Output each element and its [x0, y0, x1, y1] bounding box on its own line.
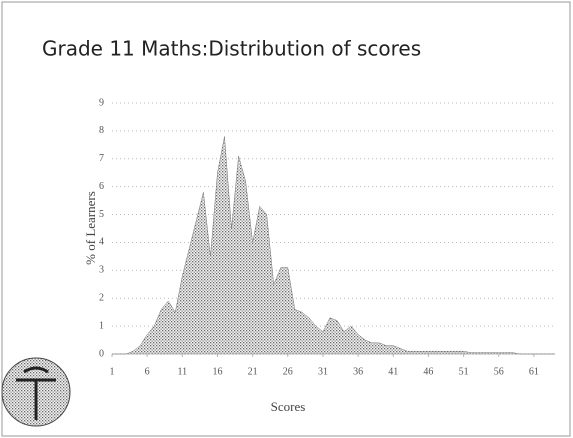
- x-tick-label: 51: [459, 366, 469, 377]
- x-tick-label: 31: [318, 366, 328, 377]
- x-tick-label: 36: [353, 366, 363, 377]
- x-tick-label: 21: [248, 366, 258, 377]
- chart-title: Grade 11 Maths:Distribution of scores: [42, 37, 421, 61]
- x-tick-label: 16: [212, 366, 222, 377]
- x-tick-label: 11: [177, 366, 187, 377]
- logo: [1, 357, 71, 427]
- y-tick-label: 1: [99, 320, 104, 331]
- y-tick-label: 9: [99, 97, 104, 108]
- y-tick-label: 4: [99, 237, 104, 248]
- y-tick-label: 8: [99, 125, 104, 136]
- y-tick-label: 5: [99, 209, 104, 220]
- x-tick-label: 41: [388, 366, 398, 377]
- y-tick-label: 3: [99, 265, 104, 276]
- area: [112, 136, 555, 355]
- y-tick-label: 7: [99, 153, 104, 164]
- y-tick-label: 6: [99, 181, 104, 192]
- x-axis-title: Scores: [271, 399, 306, 414]
- x-tick-label: 26: [283, 366, 293, 377]
- x-tick-label: 61: [529, 366, 539, 377]
- y-tick-label: 0: [99, 348, 104, 359]
- x-tick-label: 1: [110, 366, 115, 377]
- x-tick-label: 46: [423, 366, 433, 377]
- x-tick-label: 56: [494, 366, 504, 377]
- x-tick-label: 6: [145, 366, 150, 377]
- y-tick-label: 2: [99, 293, 104, 304]
- y-axis-title: % of Learners: [83, 191, 98, 265]
